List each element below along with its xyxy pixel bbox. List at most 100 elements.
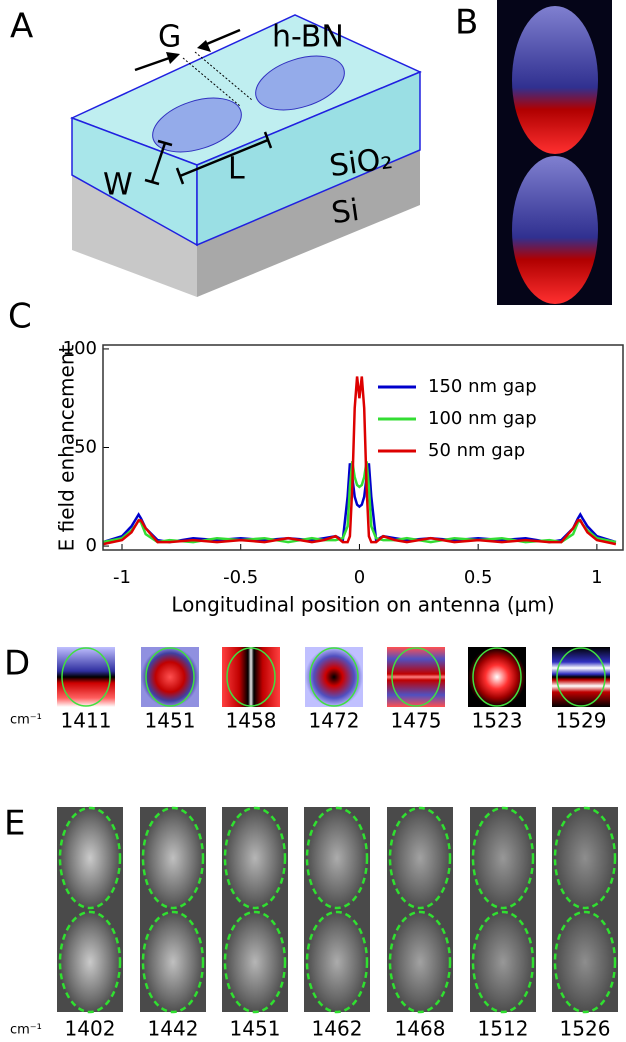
wavenumber: 1526 — [560, 1017, 611, 1041]
plot-frame — [102, 344, 624, 551]
x-tick-label: -1 — [113, 567, 131, 588]
antenna-outline — [61, 647, 111, 707]
legend-label: 50 nm gap — [428, 440, 525, 461]
panel-label: B — [455, 3, 478, 43]
x-tick-label: -0.5 — [223, 567, 258, 588]
panel-label: E — [4, 804, 25, 844]
antenna-field — [512, 6, 598, 154]
y-tick-label: 100 — [63, 338, 97, 359]
antenna-outline — [305, 910, 369, 1014]
y-axis-label: E field enhancement — [55, 344, 79, 551]
near-field-image: B — [455, 0, 612, 305]
wavenumber: 1462 — [312, 1017, 363, 1041]
wavenumber: 1475 — [391, 709, 442, 733]
simulation-image — [552, 647, 610, 707]
unit-label: cm⁻¹ — [10, 1023, 42, 1038]
antenna-field — [512, 156, 598, 304]
series-line — [102, 461, 617, 544]
gap-line — [194, 51, 253, 101]
antenna-outline — [223, 910, 287, 1014]
annotation: W — [103, 168, 133, 203]
antenna-outline — [553, 806, 617, 910]
antenna-outline — [388, 910, 452, 1014]
antenna-outline — [556, 647, 606, 707]
panel-label: D — [4, 644, 30, 684]
wavenumber: 1529 — [556, 709, 607, 733]
antenna-signal — [307, 912, 367, 1012]
legend-label: 150 nm gap — [428, 376, 537, 397]
antenna-signal — [390, 808, 450, 908]
antenna-signal — [225, 808, 285, 908]
antenna-signal — [143, 808, 203, 908]
simulation-image — [222, 647, 280, 707]
antenna-outline — [58, 806, 122, 910]
wavenumber: 1451 — [145, 709, 196, 733]
antenna — [152, 97, 242, 153]
antenna-signal — [225, 912, 285, 1012]
annotation: SiO₂ — [327, 141, 394, 184]
wavenumber: 1451 — [230, 1017, 281, 1041]
annotation: h-BN — [272, 20, 344, 55]
wavenumber: 1411 — [61, 709, 112, 733]
simulation-image — [468, 647, 526, 707]
wavenumber: 1458 — [226, 709, 277, 733]
wavenumber: 1512 — [478, 1017, 529, 1041]
antenna-outline — [145, 647, 195, 707]
sio2-side — [196, 70, 421, 247]
gap-line — [182, 57, 241, 107]
l-bracket — [175, 131, 273, 185]
antenna-outline — [309, 647, 359, 707]
antenna-signal — [555, 808, 615, 908]
annotation: Si — [329, 193, 361, 231]
antenna-signal — [390, 912, 450, 1012]
annotation: G — [158, 20, 181, 55]
legend-label: 100 nm gap — [428, 408, 537, 429]
antenna-outline — [223, 806, 287, 910]
antenna-signal — [60, 808, 120, 908]
x-tick-label: 1 — [591, 567, 602, 588]
series-line — [102, 376, 617, 546]
x-axis-label: Longitudinal position on antenna (μm) — [171, 593, 554, 617]
antenna-outline — [141, 806, 205, 910]
y-tick-label: 50 — [74, 437, 97, 458]
schematic: A G h-BN W L SiO₂ Si — [10, 7, 422, 297]
series-line — [102, 463, 617, 544]
simulation-image — [57, 647, 115, 707]
wavenumber: 1523 — [472, 709, 523, 733]
w-bracket — [144, 139, 173, 186]
antenna-signal — [307, 808, 367, 908]
unit-label: cm⁻¹ — [10, 713, 42, 728]
wavenumber: 1472 — [309, 709, 360, 733]
arrow-head — [197, 40, 211, 52]
antenna-outline — [471, 806, 535, 910]
x-tick-label: 0 — [354, 567, 365, 588]
antenna-outline — [226, 647, 276, 707]
wavenumber: 1402 — [65, 1017, 116, 1041]
simulation-image — [141, 647, 199, 707]
mode-images: D E cm⁻¹ cm⁻¹ 1411 1451 1458 1472 1475 1523 15… — [4, 644, 618, 1041]
antenna-signal — [473, 808, 533, 908]
antenna-outline — [305, 806, 369, 910]
antenna-outline — [141, 910, 205, 1014]
antenna — [255, 55, 345, 111]
antenna-outline — [58, 910, 122, 1014]
simulation-image — [305, 647, 363, 707]
wavenumber: 1442 — [148, 1017, 199, 1041]
line-chart: C Longitudinal position on antenna (μm) … — [8, 297, 624, 617]
arrow-head — [166, 52, 180, 64]
antenna-signal — [143, 912, 203, 1012]
arrow — [201, 28, 241, 48]
annotation: L — [228, 152, 245, 187]
si-side — [197, 150, 420, 297]
antenna-outline — [391, 647, 441, 707]
antenna-signal — [473, 912, 533, 1012]
si-front — [72, 175, 197, 297]
antenna-outline — [553, 910, 617, 1014]
wavenumber: 1468 — [395, 1017, 446, 1041]
y-tick-label: 0 — [86, 535, 97, 556]
antenna-outline — [388, 806, 452, 910]
x-tick-label: 0.5 — [464, 567, 493, 588]
simulation-image — [387, 647, 445, 707]
antenna-signal — [555, 912, 615, 1012]
